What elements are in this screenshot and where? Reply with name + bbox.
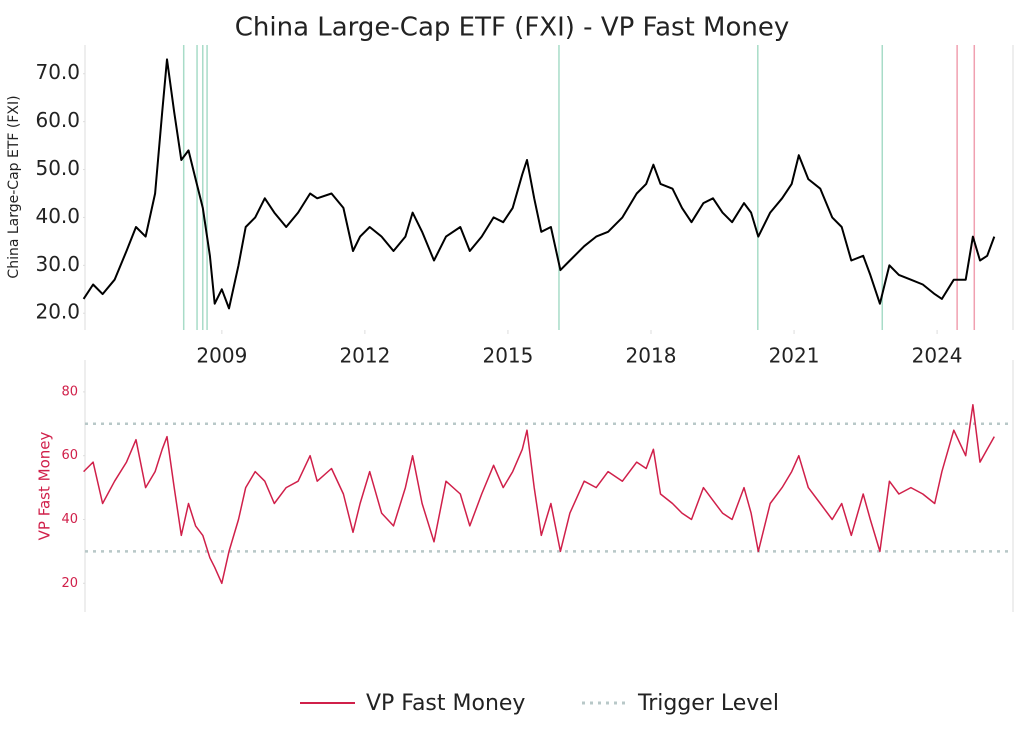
- y-tick-label: 60.0: [35, 108, 80, 132]
- y-tick-label: 50.0: [35, 156, 80, 180]
- legend-label: Trigger Level: [637, 691, 779, 716]
- y-tick-label: 30.0: [35, 252, 80, 276]
- y-axis-label: VP Fast Money: [36, 432, 54, 541]
- y-tick-label: 60: [61, 448, 78, 463]
- y-tick-label: 40.0: [35, 204, 80, 228]
- x-tick-label: 2024: [912, 344, 963, 368]
- data-line: [82, 58, 996, 310]
- y-tick-label: 20: [61, 576, 78, 591]
- x-tick-label: 2012: [339, 344, 390, 368]
- chart-title: China Large-Cap ETF (FXI) - VP Fast Mone…: [235, 13, 790, 43]
- x-tick-label: 2015: [482, 344, 533, 368]
- x-tick-label: 2021: [769, 344, 820, 368]
- y-tick-label: 80: [61, 384, 78, 399]
- x-tick-label: 2009: [196, 344, 247, 368]
- x-tick-label: 2018: [626, 344, 677, 368]
- data-line: [83, 403, 995, 585]
- legend-label: VP Fast Money: [366, 691, 525, 716]
- y-tick-label: 20.0: [35, 300, 80, 324]
- y-axis-label: China Large-Cap ETF (FXI): [6, 95, 22, 278]
- y-tick-label: 40: [61, 512, 78, 527]
- y-tick-label: 70.0: [35, 60, 80, 84]
